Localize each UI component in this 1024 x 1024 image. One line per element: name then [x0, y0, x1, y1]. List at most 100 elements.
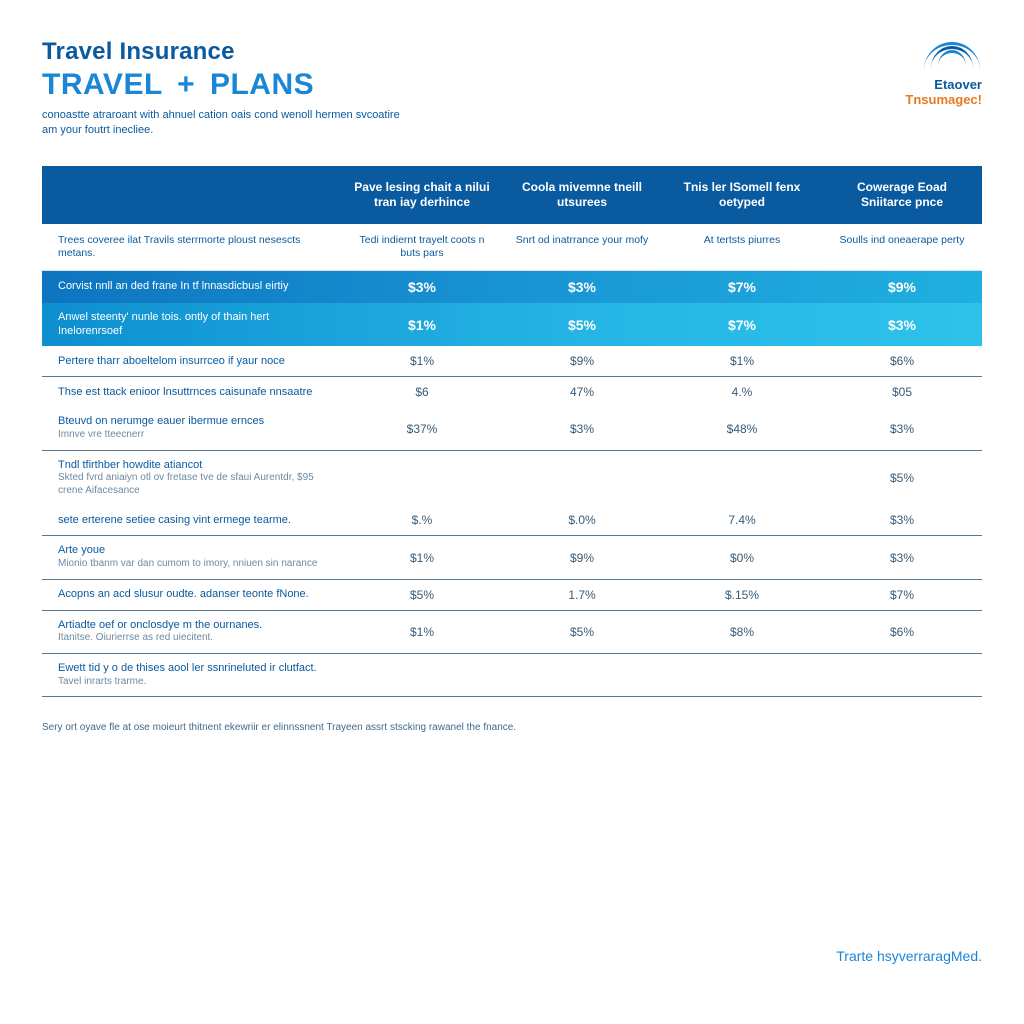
- table-cell: [822, 667, 982, 683]
- table-cell: [342, 470, 502, 486]
- table-cell: [502, 667, 662, 683]
- table-row: Acopns an acd slusur oudte. adanser teon…: [42, 580, 982, 611]
- table-cell: $5%: [342, 580, 502, 610]
- row-label: Bteuvd on nerumge eauer ibermue erncesIm…: [42, 407, 342, 449]
- brand-footer: Trarte hsyverraragMed.: [836, 948, 982, 964]
- hl1-c2: $3%: [502, 271, 662, 303]
- sh-4: Soulls ind oneaerape perty: [822, 224, 982, 270]
- hl2-c4: $3%: [822, 309, 982, 341]
- page-header: Travel Insurance TRAVEL + PLANS conoastt…: [42, 38, 982, 138]
- sh-0: Trees coveree ilat Travils sterrmorte pl…: [42, 224, 342, 270]
- title-word-travel: TRAVEL: [42, 68, 162, 101]
- footer-note: Sery ort oyave fle at ose moieurt thitne…: [42, 721, 562, 734]
- table-row: Thse est ttack enioor lnsuttrnces caisun…: [42, 377, 982, 407]
- hl2-c3: $7%: [662, 309, 822, 341]
- row-label: Thse est ttack enioor lnsuttrnces caisun…: [42, 378, 342, 408]
- hl1-c1: $3%: [342, 271, 502, 303]
- table-cell: 47%: [502, 377, 662, 407]
- table-row: Pertere tharr aboeltelom insurrceo if ya…: [42, 346, 982, 377]
- table-cell: $1%: [662, 346, 822, 376]
- logo-text: Etaover Tnsumagec!: [905, 77, 982, 107]
- th-0: [42, 166, 342, 224]
- table-cell: $9%: [502, 543, 662, 573]
- table-row: Arte youeMionio tbanm var dan cumom to i…: [42, 536, 982, 579]
- table-cell: $1%: [342, 346, 502, 376]
- table-cell: $.0%: [502, 505, 662, 535]
- table-cell: $3%: [822, 505, 982, 535]
- table-cell: $.15%: [662, 580, 822, 610]
- th-4: Cowerage Eoad Sniitarce pnce: [822, 166, 982, 224]
- title-line2: TRAVEL + PLANS: [42, 68, 402, 102]
- table-cell: [662, 667, 822, 683]
- table-cell: 7.4%: [662, 505, 822, 535]
- highlight-row-2: Anwel steenty' nunle tois. ontly of thai…: [42, 303, 982, 347]
- row-label: sete erterene setiee casing vint ermege …: [42, 506, 342, 536]
- table-cell: $1%: [342, 543, 502, 573]
- table-cell: $6%: [822, 617, 982, 647]
- table-body: Pertere tharr aboeltelom insurrceo if ya…: [42, 346, 982, 697]
- table-cell: 1.7%: [502, 580, 662, 610]
- th-1: Pave lesing chait a nilui tran iay derhi…: [342, 166, 502, 224]
- table-cell: $5%: [822, 463, 982, 493]
- sh-1: Tedi indiernt trayelt coots n buts pars: [342, 224, 502, 270]
- row-label: Acopns an acd slusur oudte. adanser teon…: [42, 580, 342, 610]
- table-cell: $37%: [342, 414, 502, 444]
- row-sublabel: Skted fvrd aniaiyn otl ov fretase tve de…: [58, 472, 326, 497]
- logo-text-1: Etaover: [934, 77, 982, 92]
- table-cell: $7%: [822, 580, 982, 610]
- comparison-table: Pave lesing chait a nilui tran iay derhi…: [42, 166, 982, 698]
- table-cell: $.%: [342, 505, 502, 535]
- row-sublabel: Tavel inrarts trarme.: [58, 676, 326, 689]
- th-3: Tnis ler ISomell fenx oetyped: [662, 166, 822, 224]
- table-row: Tndl tfirthber howdite atiancotSkted fvr…: [42, 451, 982, 506]
- row-label: Tndl tfirthber howdite atiancotSkted fvr…: [42, 451, 342, 506]
- table-row: Bteuvd on nerumge eauer ibermue erncesIm…: [42, 407, 982, 450]
- table-cell: $48%: [662, 414, 822, 444]
- title-plus: +: [177, 68, 195, 101]
- hl1-c3: $7%: [662, 271, 822, 303]
- table-cell: $3%: [822, 543, 982, 573]
- table-cell: $6: [342, 377, 502, 407]
- row-label: Pertere tharr aboeltelom insurrceo if ya…: [42, 347, 342, 377]
- table-cell: $8%: [662, 617, 822, 647]
- table-cell: [342, 667, 502, 683]
- brand-logo: Etaover Tnsumagec!: [905, 38, 982, 107]
- logo-text-2: Tnsumagec!: [905, 92, 982, 107]
- hl2-label: Anwel steenty' nunle tois. ontly of thai…: [42, 303, 342, 347]
- title-word-plans: PLANS: [210, 68, 314, 101]
- table-cell: $1%: [342, 617, 502, 647]
- hl1-label: Corvist nnll an ded frane In tf lnnasdic…: [42, 272, 342, 302]
- table-cell: [662, 470, 822, 486]
- subtitle: conoastte atraroant with ahnuel cation o…: [42, 108, 402, 138]
- highlight-row-1: Corvist nnll an ded frane In tf lnnasdic…: [42, 271, 982, 303]
- hl2-c1: $1%: [342, 309, 502, 341]
- row-sublabel: Itanitse. Oiurierrse as red uiecitent.: [58, 632, 326, 645]
- table-row: sete erterene setiee casing vint ermege …: [42, 505, 982, 536]
- hl1-c4: $9%: [822, 271, 982, 303]
- table-cell: $5%: [502, 617, 662, 647]
- table-row: Ewett tid y o de thises aool ler ssnrine…: [42, 654, 982, 697]
- table-cell: $05: [822, 377, 982, 407]
- hl2-c2: $5%: [502, 309, 662, 341]
- table-cell: $0%: [662, 543, 822, 573]
- table-row: Artiadte oef or onclosdye m the ournanes…: [42, 611, 982, 654]
- table-cell: [502, 470, 662, 486]
- table-subheader-row: Trees coveree ilat Travils sterrmorte pl…: [42, 224, 982, 271]
- table-header-row: Pave lesing chait a nilui tran iay derhi…: [42, 166, 982, 224]
- table-cell: $6%: [822, 346, 982, 376]
- row-sublabel: Mionio tbanm var dan cumom to imory, nni…: [58, 558, 326, 571]
- logo-arcs-icon: [922, 38, 982, 72]
- table-cell: $3%: [822, 414, 982, 444]
- row-sublabel: Imnve vre tteecnerr: [58, 429, 326, 442]
- sh-2: Snrt od inatrrance your mofy: [502, 224, 662, 270]
- row-label: Artiadte oef or onclosdye m the ournanes…: [42, 611, 342, 653]
- title-block: Travel Insurance TRAVEL + PLANS conoastt…: [42, 38, 402, 138]
- row-label: Ewett tid y o de thises aool ler ssnrine…: [42, 654, 342, 696]
- table-cell: $9%: [502, 346, 662, 376]
- table-cell: $3%: [502, 414, 662, 444]
- th-2: Coola mivemne tneill utsurees: [502, 166, 662, 224]
- sh-3: At tertsts piurres: [662, 224, 822, 270]
- row-label: Arte youeMionio tbanm var dan cumom to i…: [42, 536, 342, 578]
- table-cell: 4.%: [662, 377, 822, 407]
- title-line1: Travel Insurance: [42, 38, 402, 66]
